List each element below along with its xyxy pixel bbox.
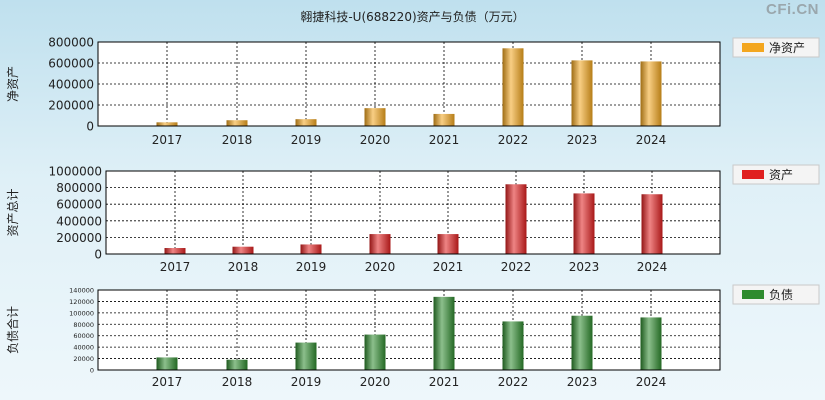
y-tick-label: 0 xyxy=(94,248,102,262)
legend-label: 净资产 xyxy=(769,41,805,55)
y-tick-label: 140000 xyxy=(69,287,94,295)
legend-swatch xyxy=(742,290,764,299)
x-tick-label: 2024 xyxy=(636,375,667,389)
x-tick-label: 2022 xyxy=(501,260,532,274)
x-tick-label: 2024 xyxy=(636,133,667,147)
x-tick-label: 2020 xyxy=(365,260,396,274)
bar-2024[interactable] xyxy=(640,61,662,126)
legend-box xyxy=(732,37,820,58)
x-tick-label: 2021 xyxy=(433,260,464,274)
bar-2022[interactable] xyxy=(502,321,524,370)
x-tick-label: 2020 xyxy=(360,133,391,147)
legend: 净资产 xyxy=(732,37,820,58)
bar-2019[interactable] xyxy=(300,244,322,254)
bar-2023[interactable] xyxy=(573,193,595,254)
x-tick-label: 2017 xyxy=(152,133,183,147)
y-axis-title: 资产总计 xyxy=(6,188,20,236)
bar-2023[interactable] xyxy=(571,315,593,370)
y-axis-title: 负债合计 xyxy=(5,306,20,354)
legend-box xyxy=(732,164,820,185)
bar-2018[interactable] xyxy=(226,120,248,126)
x-tick-label: 2021 xyxy=(429,133,460,147)
y-tick-label: 400000 xyxy=(56,214,102,228)
legend-box xyxy=(732,284,820,305)
x-tick-label: 2018 xyxy=(222,375,253,389)
bar-2017[interactable] xyxy=(164,248,186,254)
bar-2024[interactable] xyxy=(641,194,663,254)
bar-2020[interactable] xyxy=(364,108,386,126)
x-tick-label: 2023 xyxy=(567,133,598,147)
y-axis-title: 净资产 xyxy=(6,66,20,102)
y-tick-label: 120000 xyxy=(69,298,94,306)
x-tick-label: 2021 xyxy=(429,375,460,389)
x-tick-label: 2018 xyxy=(222,133,253,147)
bar-2019[interactable] xyxy=(295,342,317,370)
bar-2020[interactable] xyxy=(364,334,386,370)
x-tick-label: 2019 xyxy=(291,375,322,389)
bar-2023[interactable] xyxy=(571,60,593,126)
y-tick-label: 100000 xyxy=(69,309,94,317)
y-tick-label: 0 xyxy=(86,120,94,134)
legend-swatch xyxy=(742,43,764,52)
y-tick-label: 60000 xyxy=(73,332,94,340)
x-tick-label: 2023 xyxy=(569,260,600,274)
bar-2022[interactable] xyxy=(502,48,524,126)
bar-2017[interactable] xyxy=(156,122,178,126)
x-tick-label: 2020 xyxy=(360,375,391,389)
y-tick-label: 800000 xyxy=(56,181,102,195)
bar-2017[interactable] xyxy=(156,357,178,370)
legend-label: 负债 xyxy=(769,288,793,302)
bar-2022[interactable] xyxy=(505,184,527,254)
y-tick-label: 600000 xyxy=(48,57,94,71)
plot-border xyxy=(97,289,721,371)
x-tick-label: 2019 xyxy=(296,260,327,274)
bar-2021[interactable] xyxy=(437,234,459,254)
x-tick-label: 2022 xyxy=(498,133,529,147)
legend-label: 资产 xyxy=(769,168,793,182)
plot-border xyxy=(105,170,721,255)
y-tick-label: 40000 xyxy=(73,344,94,352)
bar-2021[interactable] xyxy=(433,113,455,126)
plot-area xyxy=(106,171,720,254)
x-tick-label: 2017 xyxy=(160,260,191,274)
chart-panel-2: 0 200000 400000 600000 800000 1000000 2017 2018… xyxy=(6,164,820,274)
bar-2024[interactable] xyxy=(640,317,662,370)
chart-title: 翱捷科技-U(688220)资产与负债（万元） xyxy=(300,10,525,24)
bar-2018[interactable] xyxy=(232,246,254,254)
legend: 资产 xyxy=(732,164,820,185)
x-tick-label: 2022 xyxy=(498,375,529,389)
y-tick-label: 20000 xyxy=(73,355,94,363)
y-tick-label: 0 xyxy=(90,367,94,375)
x-tick-label: 2024 xyxy=(637,260,668,274)
watermark-logo: CFi.CN xyxy=(766,1,819,18)
plot-area xyxy=(98,290,720,370)
chart-panel-3: 0 20000 40000 60000 80000 100000 120000 140000 2… xyxy=(5,284,820,389)
legend: 负债 xyxy=(732,284,820,305)
y-tick-label: 400000 xyxy=(48,78,94,92)
plot-area xyxy=(98,42,720,126)
x-tick-label: 2019 xyxy=(291,133,322,147)
y-tick-label: 1000000 xyxy=(49,165,102,179)
x-tick-label: 2023 xyxy=(567,375,598,389)
x-tick-label: 2018 xyxy=(228,260,259,274)
chart-panel-1: 0 200000 400000 600000 800000 2017 2018 2019 202… xyxy=(6,36,820,147)
bar-2021[interactable] xyxy=(433,296,455,370)
x-tick-label: 2017 xyxy=(152,375,183,389)
y-tick-label: 80000 xyxy=(73,321,94,329)
bar-2020[interactable] xyxy=(369,234,391,254)
bar-2018[interactable] xyxy=(226,359,248,370)
y-tick-label: 200000 xyxy=(56,231,102,245)
plot-border xyxy=(97,41,721,127)
y-tick-label: 200000 xyxy=(48,99,94,113)
y-tick-label: 600000 xyxy=(56,198,102,212)
legend-swatch xyxy=(742,170,764,179)
bar-2019[interactable] xyxy=(295,119,317,126)
y-tick-label: 800000 xyxy=(48,36,94,50)
